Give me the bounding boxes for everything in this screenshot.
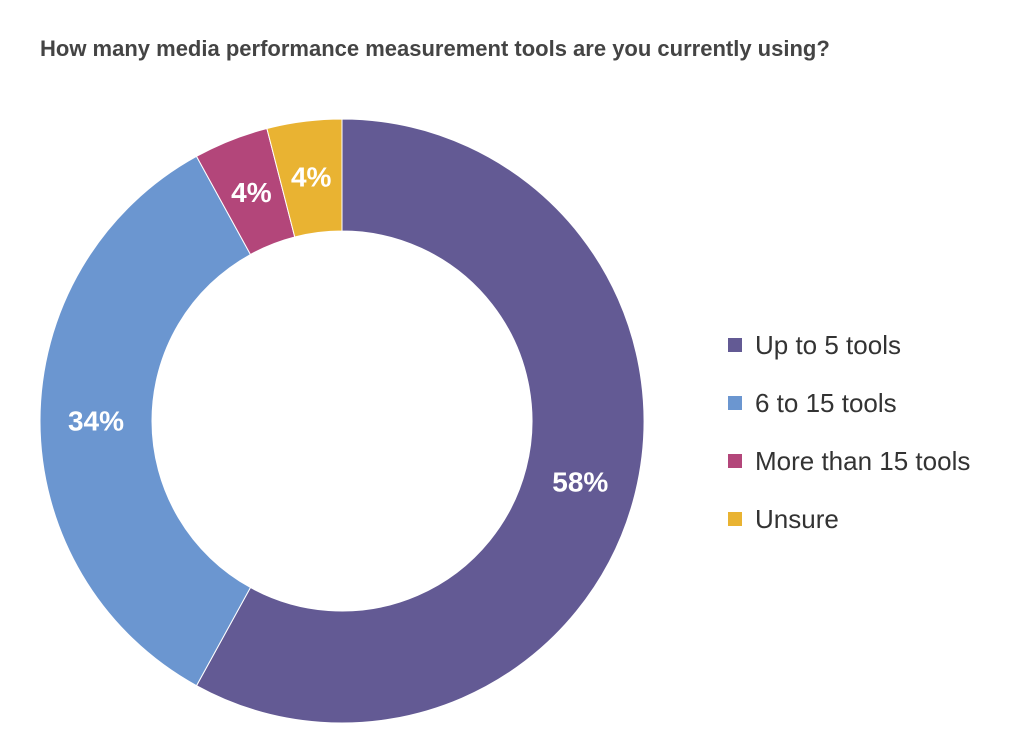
legend-item-more-than-15-tools: More than 15 tools	[728, 439, 970, 483]
slice-label-more-than-15-tools: 4%	[231, 177, 272, 208]
slice-unsure	[266, 118, 343, 238]
legend-label: More than 15 tools	[755, 445, 971, 476]
slice-group	[39, 118, 645, 724]
slice-label-6-to-15-tools: 34%	[68, 406, 124, 437]
slice-label-unsure: 4%	[291, 161, 332, 192]
legend-item-unsure: Unsure	[728, 497, 970, 541]
slice-up-to-5-tools	[195, 118, 645, 724]
legend-label: Unsure	[755, 503, 839, 534]
legend-item-6-to-15-tools: 6 to 15 tools	[728, 381, 970, 425]
legend-item-up-to-5-tools: Up to 5 tools	[728, 323, 970, 367]
donut-chart: 58% 34% 4% 4%	[39, 118, 645, 724]
legend-label: Up to 5 tools	[755, 329, 901, 360]
slice-label-group: 58% 34% 4% 4%	[68, 161, 608, 497]
legend-swatch	[728, 396, 742, 410]
legend-swatch	[728, 454, 742, 468]
slice-label-up-to-5-tools: 58%	[552, 467, 608, 498]
legend-label: 6 to 15 tools	[755, 387, 897, 418]
legend-swatch	[728, 512, 742, 526]
legend: Up to 5 tools 6 to 15 tools More than 15 t…	[728, 323, 970, 555]
legend-swatch	[728, 338, 742, 352]
chart-title: How many media performance measurement t…	[40, 36, 830, 61]
slice-6-to-15-tools	[39, 155, 252, 687]
